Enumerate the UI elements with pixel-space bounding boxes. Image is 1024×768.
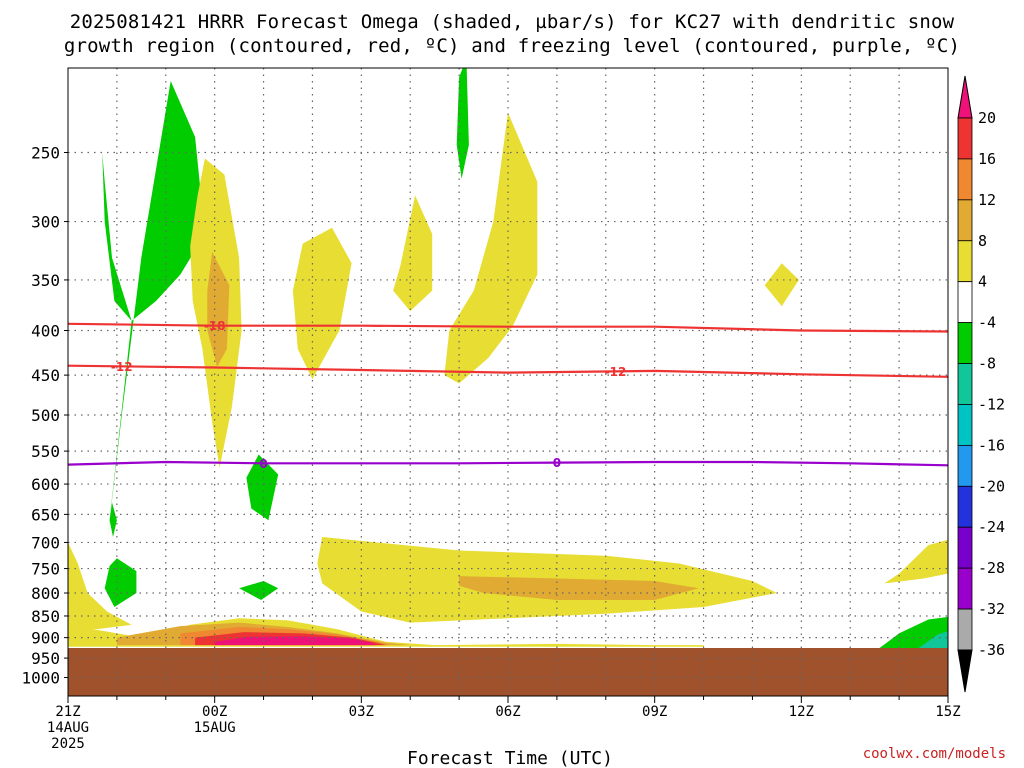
colorbar-bin-1 [957, 158, 973, 201]
omega-region-20-15 [214, 636, 376, 646]
y-tick-label-350: 350 [31, 271, 60, 290]
temperature-contours: -18 -12 -12 0 0 [67, 319, 949, 471]
contour-label-0-0: 0 [259, 457, 267, 471]
omega-region-4-7 [764, 263, 799, 307]
contour--18 [67, 322, 949, 333]
x-axis-title: Forecast Time (UTC) [407, 748, 613, 768]
colorbar-arrow-top [957, 75, 973, 119]
y-tick-label-850: 850 [31, 607, 60, 626]
y-tick-label-700: 700 [31, 533, 60, 552]
colorbar-label-20: 20 [978, 109, 996, 127]
colorbar-label--8: -8 [978, 355, 996, 373]
y-tick-label-800: 800 [31, 584, 60, 603]
omega-region-4-19 [68, 542, 132, 630]
x-tick-label-15-0: 12Z [789, 704, 814, 720]
colorbar-label--28: -28 [978, 559, 1005, 577]
x-tick-label-12-0: 09Z [642, 704, 667, 720]
colorbar-label-4: 4 [978, 273, 987, 291]
y-tick-label-950: 950 [31, 649, 60, 668]
y-tick-label-600: 600 [31, 475, 60, 494]
colorbar-bin-2 [957, 199, 973, 242]
colorbar-bin-5 [957, 322, 973, 364]
chart-title-line2: growth region (contoured, red, ºC) and f… [63, 35, 961, 57]
x-tick-label-3-0: 00Z [202, 704, 227, 720]
contour-label-0-1: 0 [553, 456, 561, 470]
colorbar-bin-10 [957, 526, 973, 569]
contour-label--12-0: -12 [111, 360, 133, 374]
y-tick-label-450: 450 [31, 366, 60, 385]
colorbar-bin-0 [957, 117, 973, 160]
omega-region-4-6 [444, 112, 538, 384]
y-tick-label-750: 750 [31, 560, 60, 579]
x-tick-label-3-1: 15AUG [194, 720, 236, 736]
omega-region-8-3 [207, 251, 230, 367]
colorbar-bin-6 [957, 363, 973, 405]
y-tick-label-650: 650 [31, 505, 60, 524]
site-credit[interactable]: coolwx.com/models [862, 746, 1006, 762]
omega-region--8-8 [246, 454, 279, 521]
omega-region-4-18 [884, 539, 948, 584]
colorbar-label-12: 12 [978, 191, 996, 209]
colorbar-label--4: -4 [978, 314, 996, 332]
omega-region-4-5 [393, 195, 433, 312]
contour-label--18-0: -18 [204, 319, 226, 333]
chart-title-line1: 2025081421 HRRR Forecast Omega (shaded, … [69, 11, 955, 33]
colorbar-label-16: 16 [978, 150, 996, 168]
colorbar-label--12: -12 [978, 395, 1005, 413]
omega-region--12-17 [918, 631, 948, 648]
y-tick-label-550: 550 [31, 442, 60, 461]
x-tick-label-9-0: 06Z [495, 704, 520, 720]
colorbar-label--24: -24 [978, 518, 1005, 536]
y-tick-label-900: 900 [31, 629, 60, 648]
contour-0 [67, 460, 949, 467]
omega-shading [68, 68, 948, 648]
colorbar-label--36: -36 [978, 641, 1005, 659]
omega-region--8-20 [104, 558, 137, 607]
colorbar-bin-4 [957, 281, 973, 324]
y-tick-label-400: 400 [31, 322, 60, 341]
omega-region--8-0 [102, 81, 205, 543]
y-axis: 250 300 350 400 450 500 550 600 650 700 750 800 850 9… [21, 144, 68, 688]
contour--12 [67, 364, 949, 378]
omega-region--8-21 [109, 502, 117, 537]
y-tick-label-250: 250 [31, 144, 60, 163]
omega-region-8-10 [459, 576, 699, 600]
colorbar-bin-3 [957, 240, 973, 283]
grid-lines [68, 68, 948, 696]
colorbar-bin-11 [957, 567, 973, 610]
x-tick-label-18-0: 15Z [935, 704, 960, 720]
colorbar: 20 16 12 8 4 -4 -8 -12 -16 -20 -24 -28 -32 -36 [957, 75, 1005, 693]
colorbar-bin-8 [957, 444, 973, 487]
omega-region--8-1 [456, 68, 469, 179]
omega-region-4-4 [292, 227, 352, 380]
x-tick-label-6-0: 03Z [349, 704, 374, 720]
y-tick-label-300: 300 [31, 213, 60, 232]
colorbar-label--32: -32 [978, 600, 1005, 618]
colorbar-bin-9 [957, 485, 973, 528]
contour-label--12-1: -12 [605, 365, 627, 379]
colorbar-arrow-bottom [957, 649, 973, 693]
y-tick-label-500: 500 [31, 406, 60, 425]
x-tick-label-0-2: 2025 [51, 736, 85, 752]
colorbar-bin-7 [957, 404, 973, 446]
colorbar-bin-12 [957, 608, 973, 651]
colorbar-label-8: 8 [978, 232, 987, 250]
omega-region--8-22 [239, 581, 279, 600]
colorbar-label--20: -20 [978, 477, 1005, 495]
ground-below-surface [68, 647, 948, 696]
x-tick-label-0-1: 14AUG [47, 720, 89, 736]
x-tick-label-0-0: 21Z [55, 704, 80, 720]
colorbar-label--16: -16 [978, 436, 1005, 454]
y-tick-label-1000: 1000 [21, 669, 60, 688]
